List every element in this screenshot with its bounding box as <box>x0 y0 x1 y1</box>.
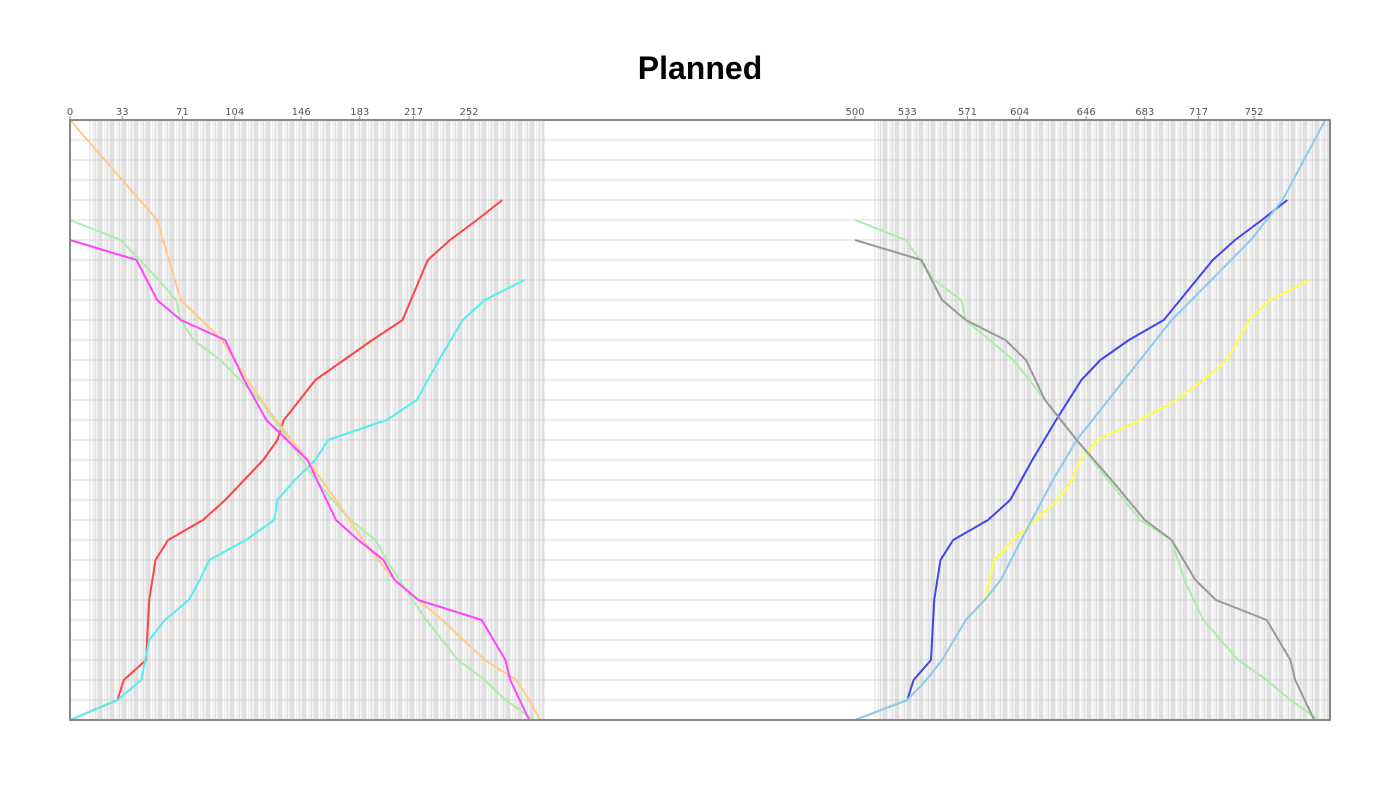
series-line <box>854 219 1320 721</box>
series-line <box>69 279 525 721</box>
series-line <box>854 119 1327 721</box>
x-tick-label: 683 <box>1135 107 1154 118</box>
x-tick-label: 252 <box>459 107 478 118</box>
axis-layer: 0 33 71 104 146 183 217 252 500 533 571 604 646 683 71… <box>67 107 1331 721</box>
series-line <box>69 219 535 721</box>
x-tick-label: 104 <box>225 107 244 118</box>
series-line <box>854 199 1288 721</box>
x-tick-label: 146 <box>292 107 311 118</box>
x-tick-label: 604 <box>1010 107 1029 118</box>
series-line <box>69 119 542 721</box>
series-layer <box>69 119 1327 721</box>
x-tick-label: 533 <box>898 107 917 118</box>
plot-frame <box>69 119 1331 721</box>
grid-layer <box>70 119 1330 721</box>
series-line <box>69 239 531 721</box>
x-tick-label: 71 <box>176 107 189 118</box>
x-tick-label: 33 <box>116 107 129 118</box>
series-line <box>69 199 503 721</box>
x-tick-label: 646 <box>1077 107 1096 118</box>
x-tick-label: 217 <box>404 107 423 118</box>
series-line <box>854 239 1316 721</box>
x-tick-label: 0 <box>67 107 73 118</box>
x-tick-label: 571 <box>958 107 977 118</box>
x-tick-label: 183 <box>350 107 369 118</box>
x-tick-label: 500 <box>845 107 864 118</box>
x-tick-label: 752 <box>1244 107 1263 118</box>
x-tick-label: 717 <box>1189 107 1208 118</box>
chart-title: Planned <box>637 50 763 86</box>
